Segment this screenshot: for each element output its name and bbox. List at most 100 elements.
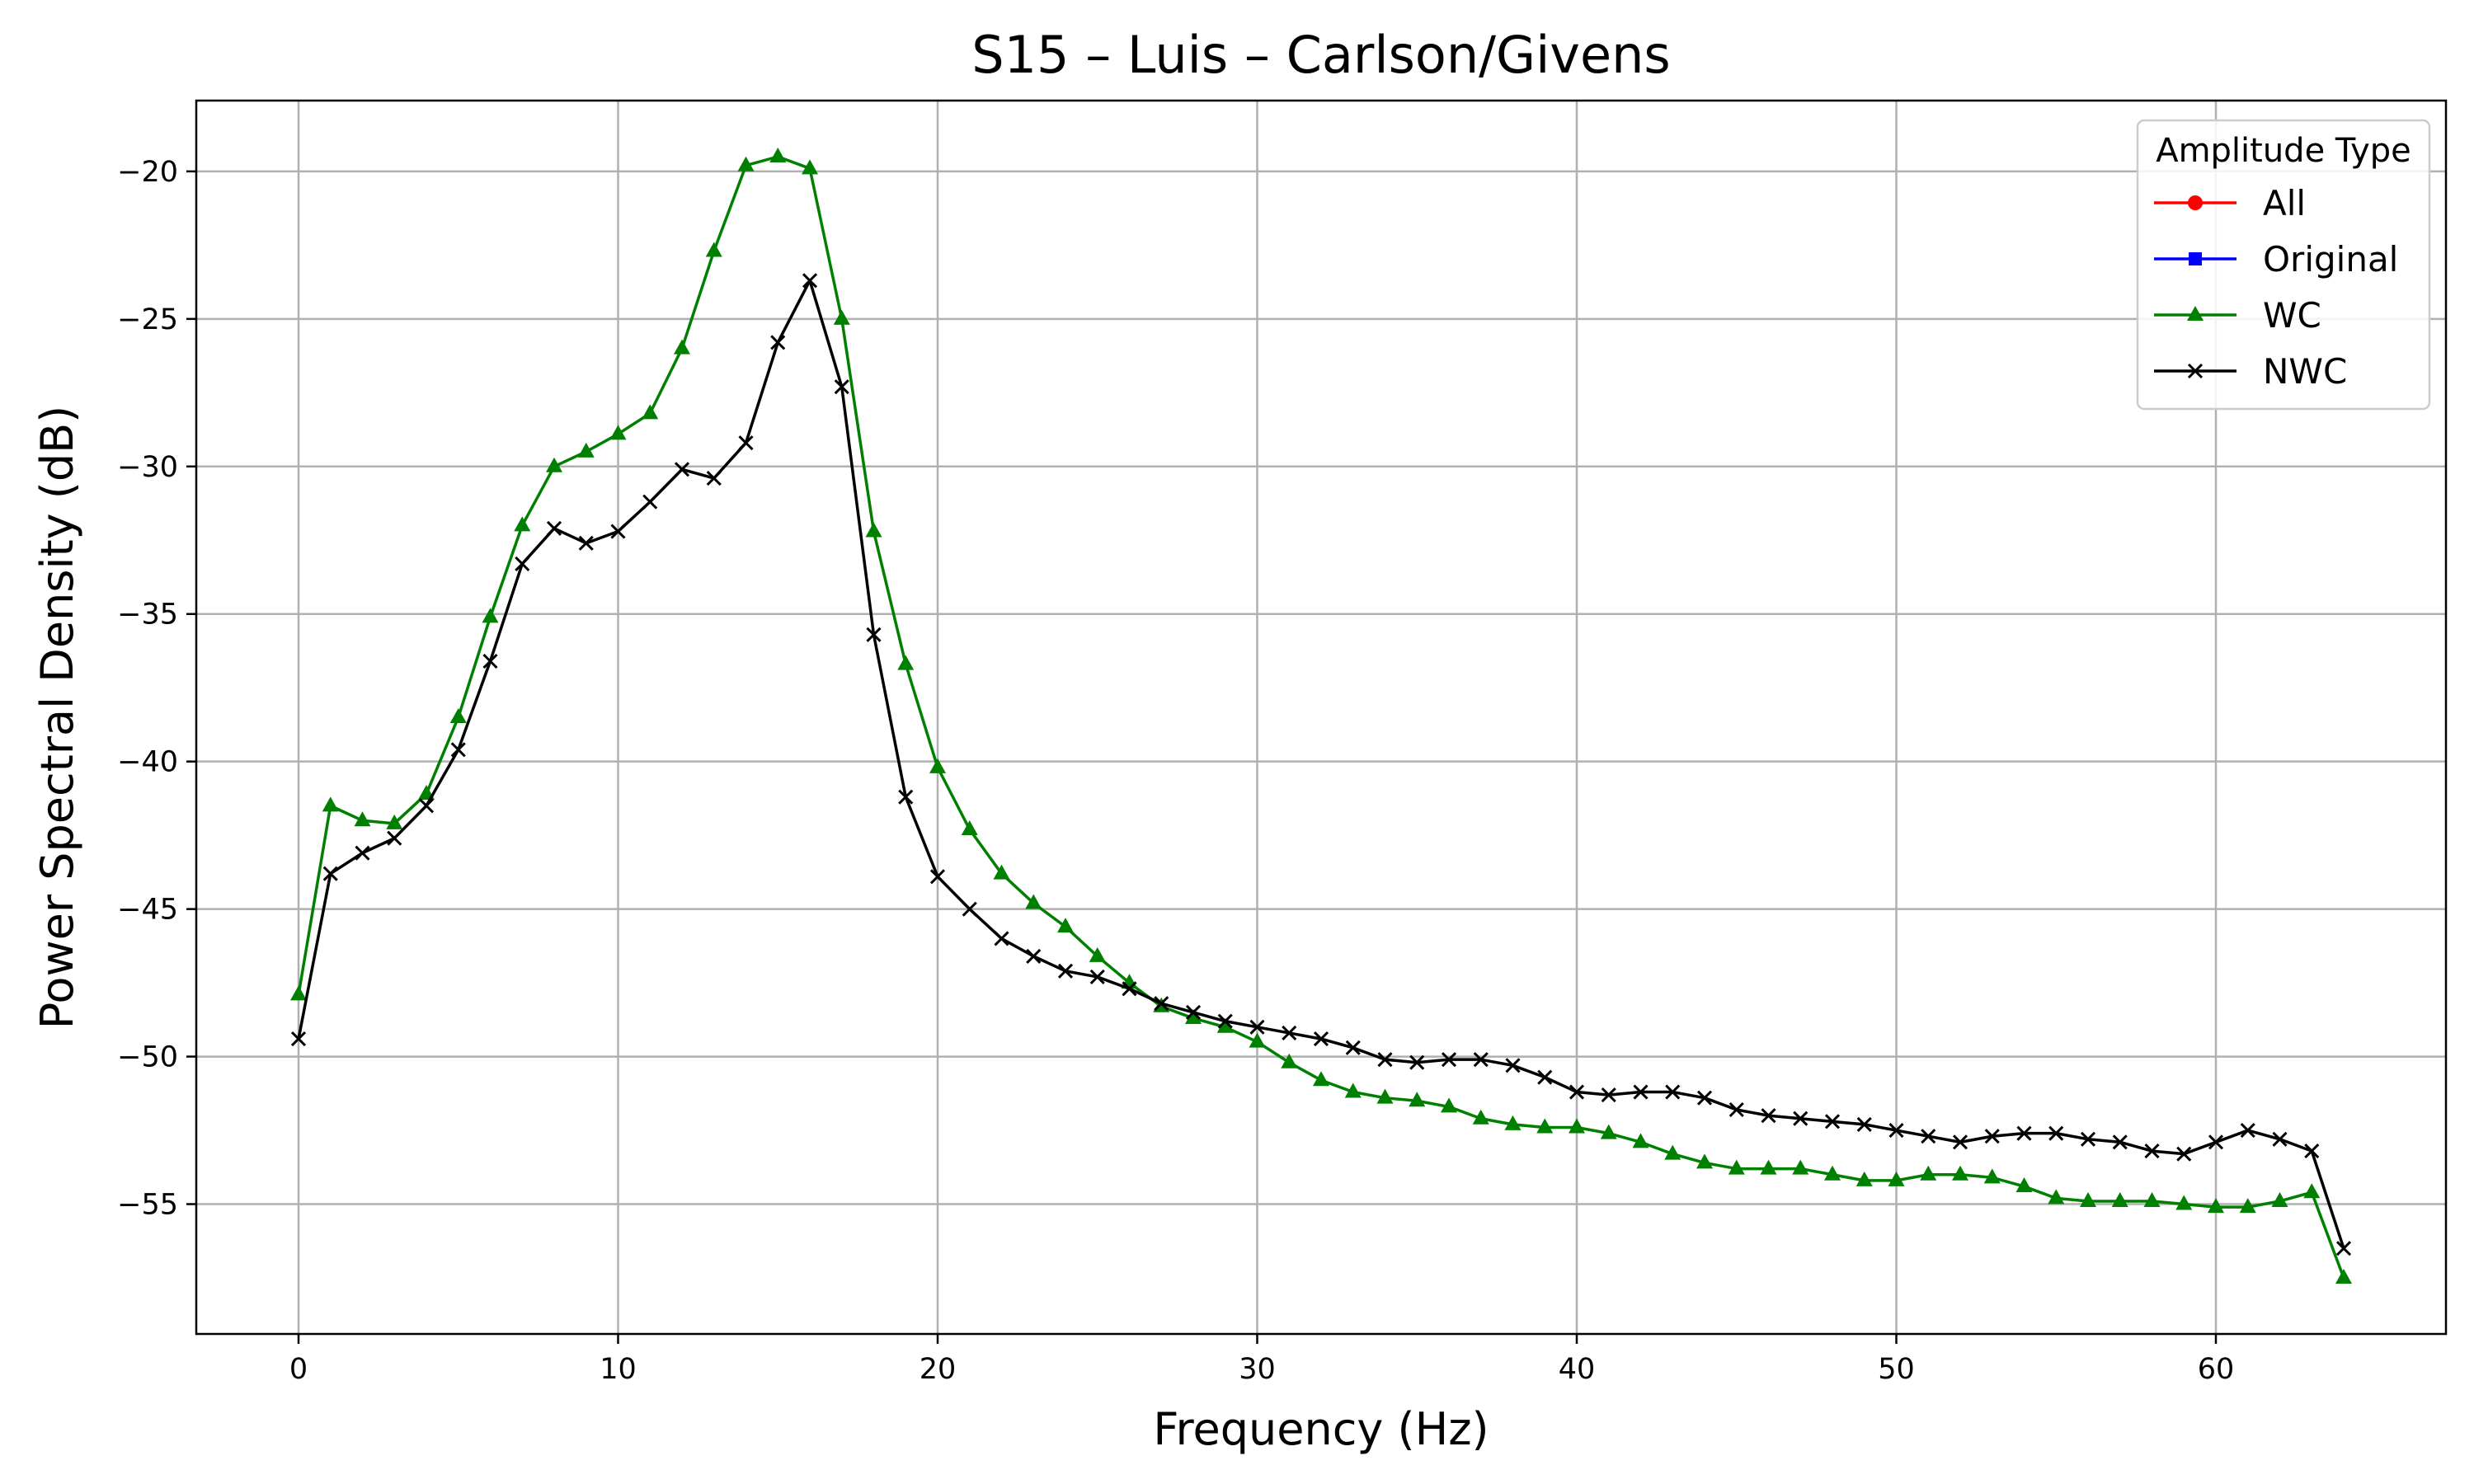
data-point-nwc: [546, 520, 562, 537]
data-point-wc: [1792, 1159, 1809, 1175]
data-point-wc: [929, 758, 946, 773]
data-point-nwc: [2048, 1125, 2064, 1141]
legend-swatch-marker: [2188, 195, 2203, 210]
data-point-wc: [2111, 1191, 2128, 1207]
x-tick-label: 50: [1878, 1353, 1915, 1386]
data-point-nwc: [1952, 1134, 1968, 1150]
data-point-nwc: [1984, 1129, 2000, 1144]
data-point-nwc: [322, 866, 338, 881]
data-point-nwc: [1345, 1040, 1361, 1055]
legend-swatch-marker: [2187, 363, 2204, 379]
data-point-nwc: [1089, 969, 1105, 985]
data-point-wc: [577, 442, 595, 458]
data-point-wc: [1409, 1092, 1426, 1107]
data-point-nwc: [994, 931, 1009, 946]
data-point-nwc: [578, 535, 594, 551]
data-point-nwc: [1122, 981, 1137, 997]
data-point-wc: [1920, 1165, 1937, 1181]
data-point-nwc: [1729, 1101, 1744, 1118]
data-point-wc: [1089, 946, 1106, 962]
data-point-nwc: [1377, 1052, 1393, 1068]
data-point-wc: [2303, 1183, 2321, 1199]
legend-label: Original: [2263, 239, 2398, 279]
data-point-nwc: [834, 379, 849, 395]
data-point-wc: [1536, 1118, 1554, 1134]
data-point-nwc: [1888, 1122, 1904, 1139]
data-point-nwc: [610, 524, 626, 539]
data-point-wc: [386, 814, 403, 829]
data-point-wc: [1760, 1159, 1777, 1175]
data-point-wc: [1313, 1071, 1329, 1087]
legend-entry-wc: WC: [2154, 295, 2321, 336]
data-point-nwc: [290, 1031, 307, 1047]
data-point-nwc: [1761, 1108, 1776, 1124]
legend-entry-nwc: NWC: [2154, 351, 2347, 392]
data-point-nwc: [2240, 1122, 2255, 1139]
data-point-nwc: [2080, 1131, 2096, 1147]
data-point-nwc: [1569, 1084, 1585, 1100]
y-tick-label: −20: [117, 156, 178, 189]
legend-label: All: [2263, 183, 2306, 223]
data-point-nwc: [1473, 1052, 1489, 1068]
y-tick-label: −30: [117, 451, 178, 484]
data-point-nwc: [2208, 1134, 2224, 1150]
data-point-nwc: [482, 653, 498, 669]
data-point-wc: [290, 985, 307, 1001]
data-point-nwc: [929, 869, 946, 885]
data-point-wc: [2208, 1198, 2224, 1214]
y-tick-label: −50: [117, 1041, 178, 1074]
y-tick-label: −35: [117, 599, 178, 632]
data-point-wc: [2175, 1195, 2193, 1210]
y-tick-label: −25: [117, 303, 178, 336]
axis-ticks: 0 10 20 30 40 50 60 −20 −25 −30 −35 −40 −45 −50 −55: [117, 156, 2234, 1386]
data-point-wc: [1696, 1153, 1713, 1169]
data-point-wc: [737, 156, 755, 171]
data-point-nwc: [674, 462, 690, 477]
x-tick-label: 10: [600, 1353, 637, 1386]
data-point-nwc: [418, 798, 435, 814]
data-point-nwc: [1282, 1025, 1297, 1041]
legend-entries: All Original WC NWC: [2154, 183, 2398, 392]
data-point-nwc: [1409, 1054, 1425, 1070]
data-point-nwc: [898, 789, 914, 805]
data-point-nwc: [387, 830, 402, 846]
data-point-nwc: [770, 335, 786, 350]
data-point-nwc: [1921, 1129, 1936, 1144]
data-point-wc: [769, 148, 787, 162]
data-point-wc: [1057, 918, 1074, 933]
data-point-wc: [1600, 1124, 1617, 1139]
data-point-wc: [865, 522, 882, 538]
data-point-wc: [1281, 1053, 1298, 1068]
legend-title: Amplitude Type: [2156, 132, 2411, 170]
data-point-wc: [833, 309, 850, 325]
data-point-wc: [2048, 1189, 2065, 1205]
data-point-wc: [1888, 1171, 1905, 1186]
data-point-nwc: [642, 494, 658, 510]
data-point-wc: [1664, 1144, 1681, 1160]
data-point-nwc: [1505, 1058, 1521, 1073]
data-point-nwc: [2112, 1134, 2128, 1150]
data-point-wc: [705, 242, 722, 257]
data-point-nwc: [1633, 1084, 1649, 1100]
x-tick-label: 60: [2198, 1353, 2235, 1386]
data-point-wc: [897, 655, 915, 670]
data-point-wc: [2143, 1191, 2161, 1207]
data-point-nwc: [962, 901, 977, 917]
data-point-wc: [1952, 1165, 1968, 1181]
data-point-nwc: [1185, 1004, 1202, 1020]
data-point-wc: [1856, 1171, 1873, 1186]
data-point-wc: [1632, 1133, 1649, 1148]
data-point-wc: [2015, 1177, 2033, 1193]
data-point-wc: [2239, 1198, 2256, 1214]
data-point-nwc: [738, 435, 754, 451]
data-point-nwc: [802, 273, 818, 289]
data-point-nwc: [706, 471, 722, 486]
data-point-wc: [1185, 1009, 1202, 1025]
data-point-wc: [674, 339, 690, 355]
legend-label: WC: [2263, 295, 2321, 336]
data-point-nwc: [450, 742, 466, 758]
data-point-wc: [2080, 1191, 2096, 1207]
series-wc: [290, 148, 2352, 1284]
